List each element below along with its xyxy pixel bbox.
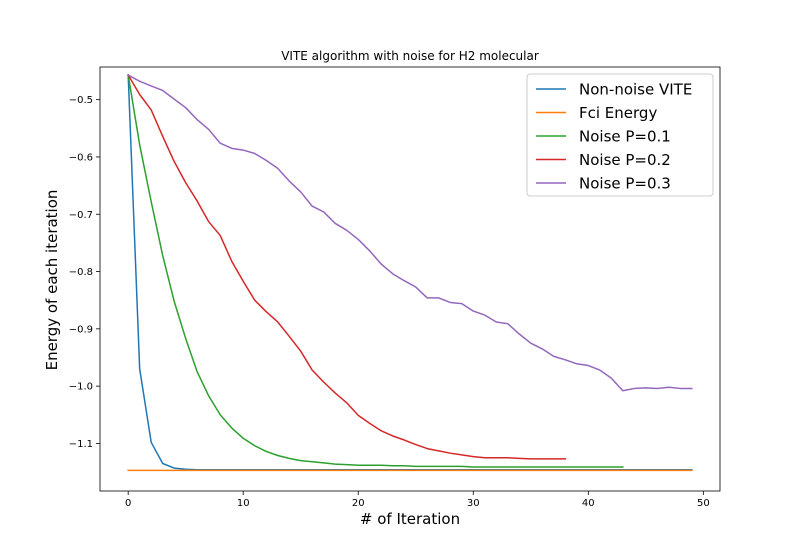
legend-label: Fci Energy	[579, 104, 657, 122]
y-tick-label: −0.9	[69, 324, 93, 335]
series-line-4	[127, 73, 567, 460]
x-tick-label: 40	[582, 498, 595, 509]
y-tick-label: −1.0	[69, 382, 93, 393]
legend-label: Noise P=0.3	[579, 175, 671, 193]
x-tick-label: 0	[125, 498, 131, 509]
legend-label: Non-noise VITE	[579, 81, 692, 99]
legend-label: Noise P=0.2	[579, 151, 671, 169]
y-tick-label: −0.8	[69, 267, 93, 278]
x-tick-label: 50	[697, 498, 710, 509]
y-tick-label: −1.1	[69, 439, 93, 450]
y-axis-label: Energy of each iteration	[43, 190, 61, 371]
axes-frame	[99, 66, 721, 492]
legend-box	[526, 73, 714, 197]
x-axis-label: # of Iteration	[360, 510, 460, 528]
chart-title: VITE algorithm with noise for H2 molecul…	[281, 49, 539, 63]
y-tick-label: −0.5	[69, 95, 93, 106]
plot-area: 0 10 20 30 40 50 −1.1 −1.0 −0.9 −0.8 −0.7 −0.6 −0.5	[69, 66, 721, 509]
y-tick-label: −0.7	[69, 210, 93, 221]
legend-label: Noise P=0.1	[579, 128, 671, 146]
series-line-3	[127, 74, 624, 468]
series-line-5	[127, 74, 693, 392]
legend: Non-noise VITE Fci Energy Noise P=0.1 Noise…	[526, 73, 714, 197]
x-tick-label: 10	[237, 498, 250, 509]
x-tick-label: 30	[467, 498, 480, 509]
x-tick-label: 20	[352, 498, 365, 509]
y-tick-label: −0.6	[69, 152, 93, 163]
